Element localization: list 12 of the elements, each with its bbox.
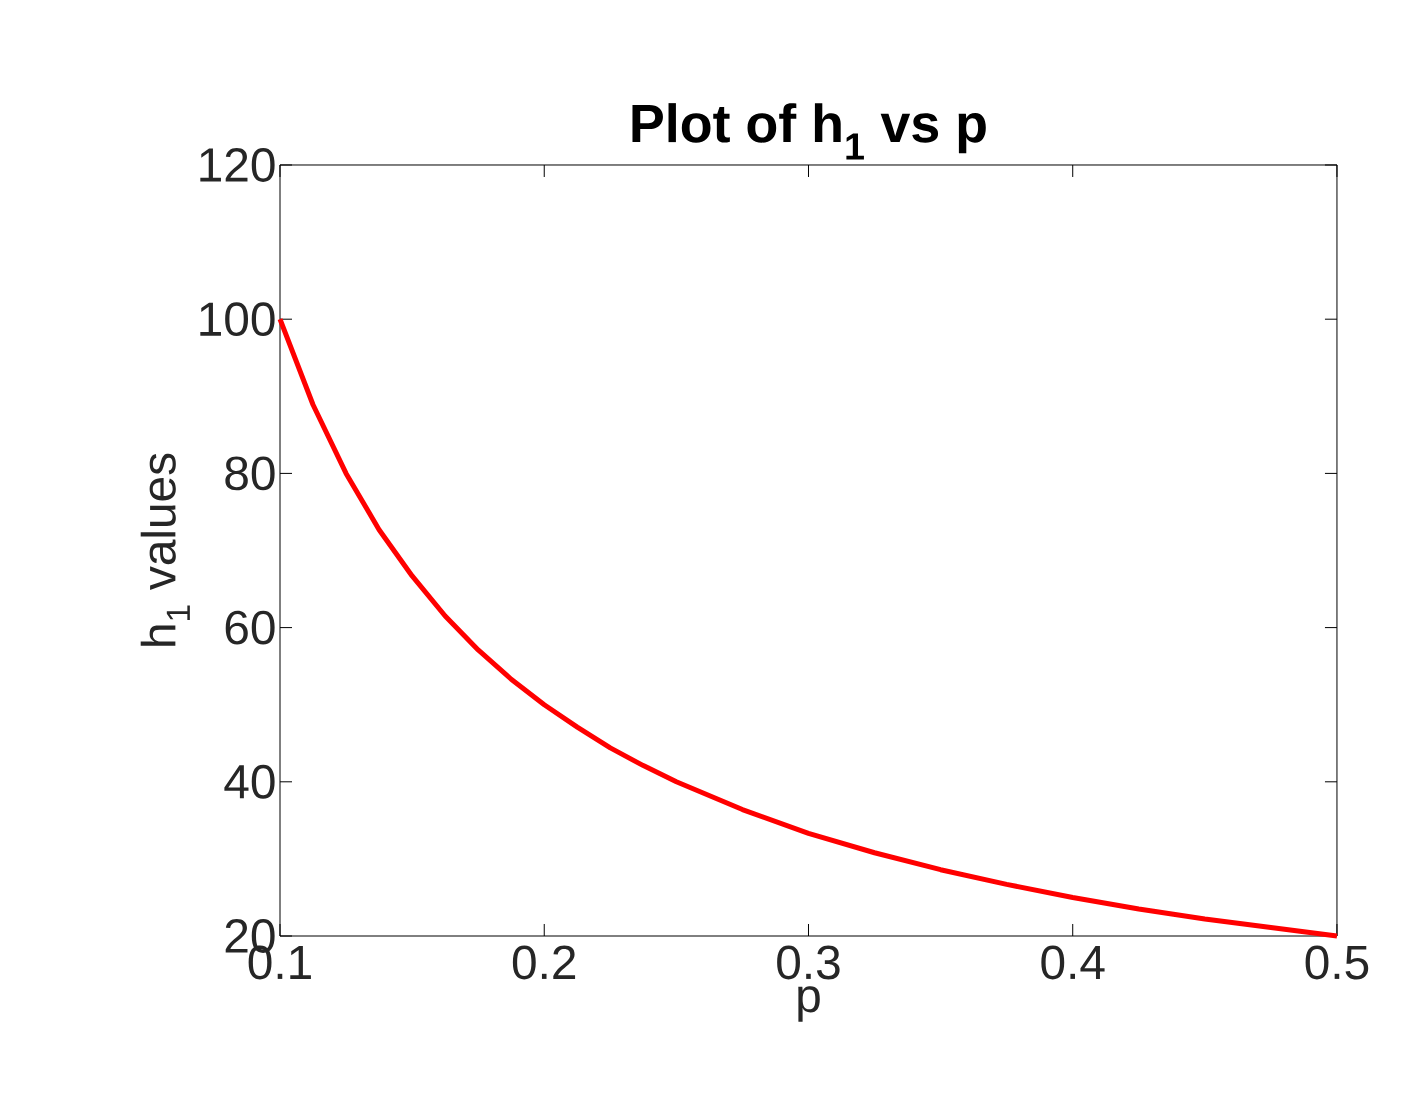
y-axis-title: h$_{1}$ values <box>140 453 190 646</box>
chart-title: Plot of h$_{1}$ vs p <box>632 103 986 160</box>
x-tick-label: 0.4 <box>1041 945 1105 980</box>
y-tick-label: 100 <box>200 302 275 337</box>
x-tick-label: 0.5 <box>1305 945 1369 980</box>
y-tick-label: 40 <box>224 764 275 799</box>
y-tick-label: 120 <box>200 148 275 182</box>
y-tick-label: 60 <box>225 610 275 645</box>
x-tick-label: 0.3 <box>777 945 840 980</box>
y-tick-label: 80 <box>225 456 275 491</box>
x-tick-label: 0.2 <box>512 945 576 980</box>
x-axis-title: p <box>798 986 820 1022</box>
